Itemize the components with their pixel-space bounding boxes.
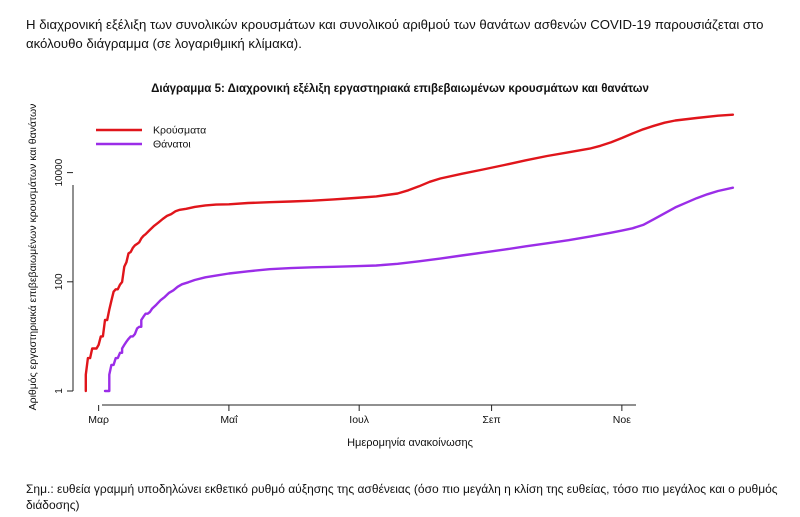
x-axis-label: Ημερομηνία ανακοίνωσης bbox=[347, 437, 473, 449]
legend-label: Κρούσματα bbox=[153, 125, 206, 137]
y-tick-label: 1 bbox=[54, 388, 65, 394]
x-tick-label: Μαΐ bbox=[220, 414, 238, 426]
y-axis-label: Αριθμός εργαστηριακά επιβεβαιωμένων κρου… bbox=[27, 104, 39, 411]
x-ticks: Μαρ Μαΐ Ιουλ Σεπ Νοε bbox=[88, 405, 631, 426]
footnote: Σημ.: ευθεία γραμμή υποδηλώνει εκθετικό … bbox=[26, 482, 778, 512]
x-tick-label: Μαρ bbox=[88, 414, 109, 426]
intro-paragraph: Η διαχρονική εξέλιξη των συνολικών κρουσ… bbox=[26, 17, 764, 51]
legend: Κρούσματα Θάνατοι bbox=[96, 125, 206, 151]
series-line-Κρούσματα bbox=[84, 113, 735, 393]
series-line-Θάνατοι bbox=[103, 186, 735, 393]
legend-label: Θάνατοι bbox=[153, 139, 191, 151]
chart-title: Διάγραμμα 5: Διαχρονική εξέλιξη εργαστηρ… bbox=[151, 83, 649, 95]
series-lines bbox=[84, 113, 735, 393]
line-chart: 1 100 10000 Μαρ Μαΐ Ιουλ Σεπ Νοε Κρούσματα Θάνα… bbox=[27, 104, 735, 449]
chart-axes bbox=[72, 185, 636, 406]
y-ticks: 1 100 10000 bbox=[54, 158, 73, 394]
x-tick-label: Σεπ bbox=[482, 414, 500, 426]
y-tick-label: 10000 bbox=[54, 158, 65, 186]
x-tick-label: Ιουλ bbox=[349, 414, 369, 426]
x-tick-label: Νοε bbox=[613, 414, 631, 426]
y-tick-label: 100 bbox=[54, 273, 65, 290]
